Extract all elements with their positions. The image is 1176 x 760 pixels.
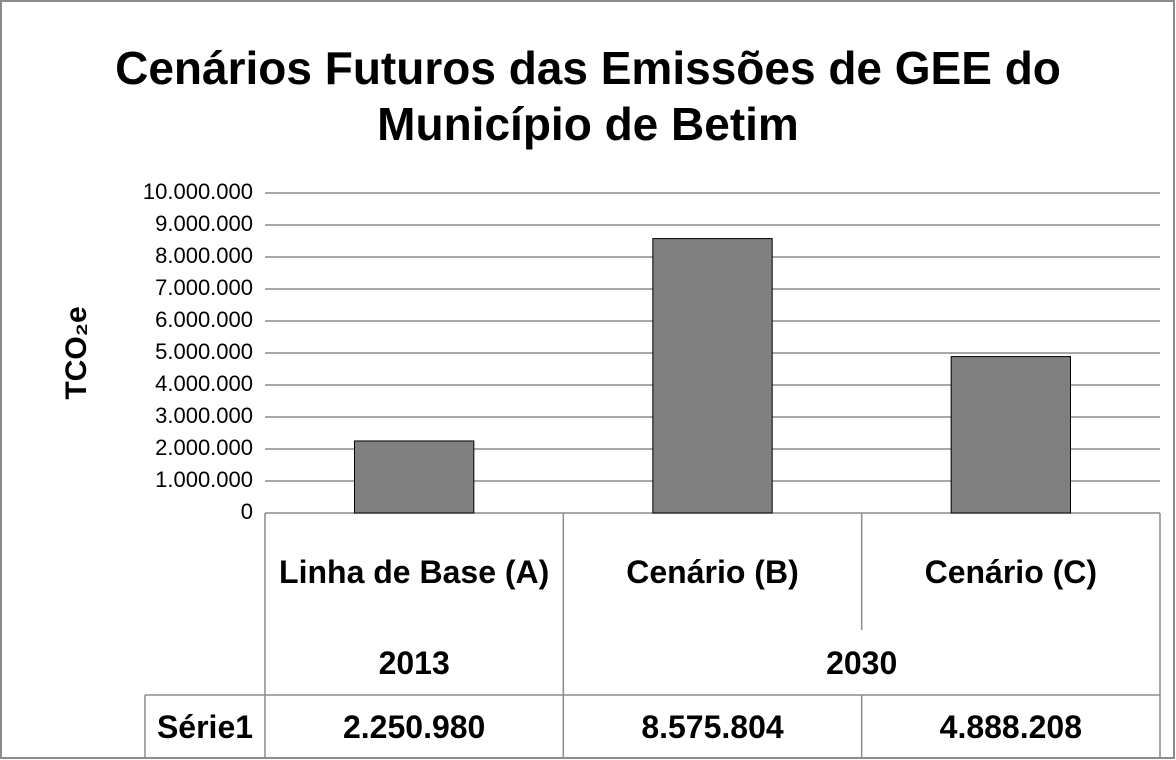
bar	[950, 356, 1072, 514]
y-tick-label: 6.000.000	[155, 307, 253, 332]
y-axis-label: TCO₂e	[60, 306, 93, 399]
x-tick-label: Cenário (C)	[924, 553, 1098, 590]
x-group-label: 2013	[378, 644, 450, 681]
bar	[652, 238, 773, 514]
y-tick-label: 0	[241, 499, 253, 524]
y-tick-label: 8.000.000	[155, 243, 253, 268]
data-table-value: 4.888.208	[939, 708, 1082, 745]
data-table-value: 8.575.804	[641, 708, 784, 745]
y-tick-label: 9.000.000	[155, 211, 253, 236]
x-group-label: 2030	[826, 644, 898, 681]
bar	[354, 440, 475, 514]
x-tick-label: Linha de Base (A)	[279, 553, 550, 590]
y-tick-label: 1.000.000	[155, 467, 253, 492]
y-tick-label: 10.000.000	[143, 179, 253, 204]
chart-title: Cenários Futuros das Emissões de GEE do …	[115, 42, 1061, 150]
y-tick-label: 7.000.000	[155, 275, 253, 300]
y-tick-label: 2.000.000	[155, 435, 253, 460]
x-tick-label: Cenário (B)	[626, 553, 799, 590]
y-tick-label: 4.000.000	[155, 371, 253, 396]
y-tick-label: 3.000.000	[155, 403, 253, 428]
y-tick-label: 5.000.000	[155, 339, 253, 364]
data-table-value: 2.250.980	[342, 708, 486, 745]
legend-label: Série1	[156, 708, 254, 745]
